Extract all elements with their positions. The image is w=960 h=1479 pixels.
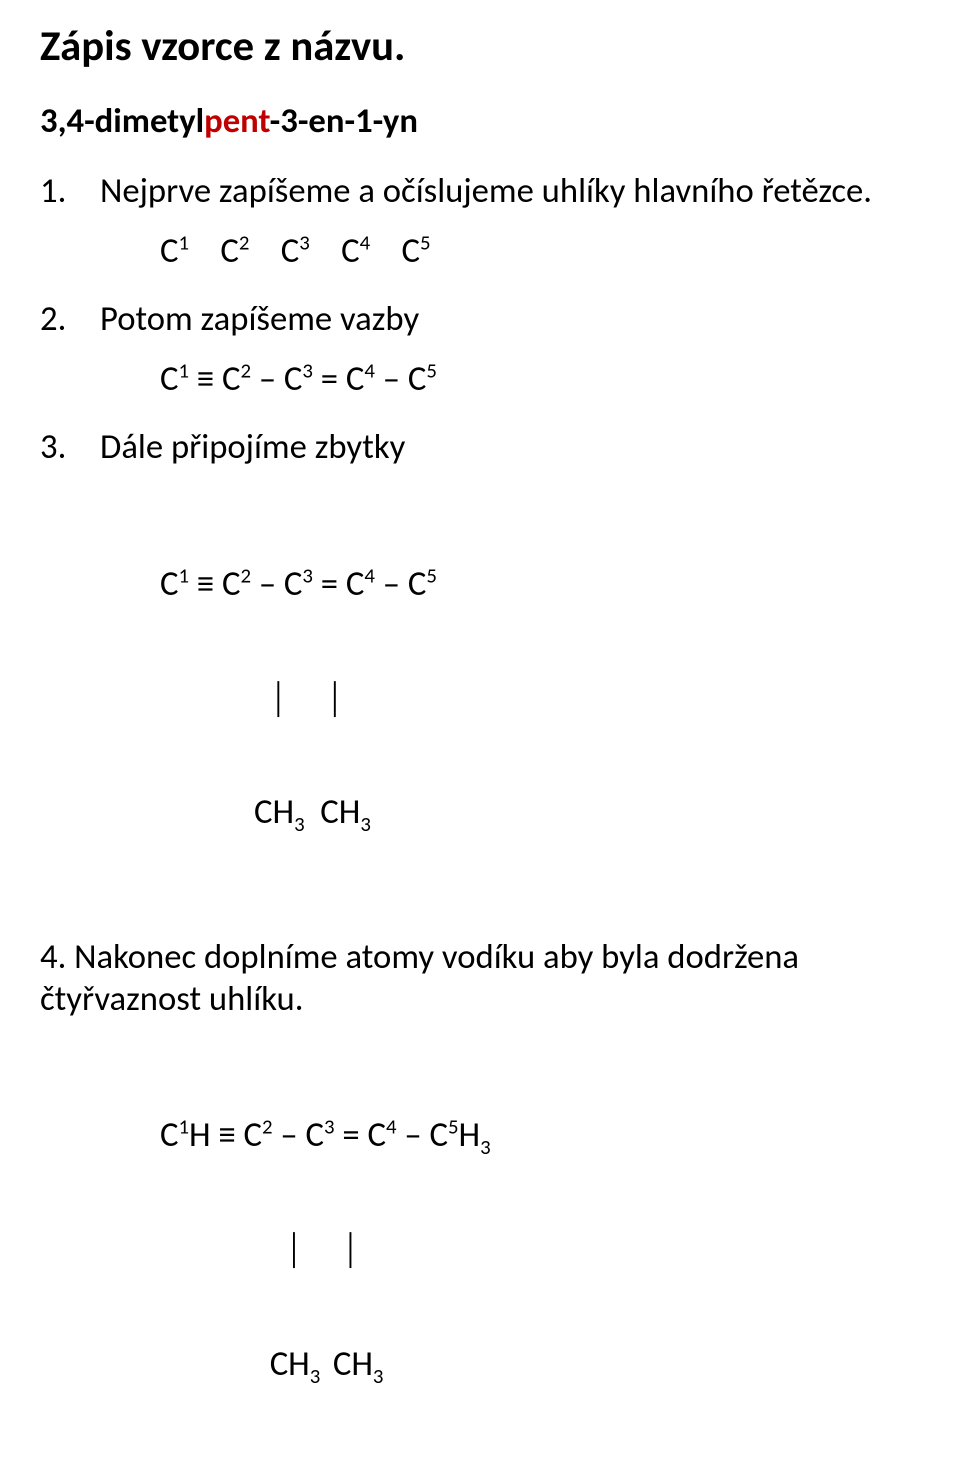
step-2-text: Potom zapíšeme vazby	[100, 298, 419, 340]
step-3-number: 3.	[40, 426, 100, 468]
step-3: 3.Dále připojíme zbytky	[40, 426, 920, 468]
page: Zápis vzorce z názvu. 3,4-dimetylpent-3-…	[0, 0, 960, 1479]
formula-4-line-2: │ │	[160, 1230, 920, 1268]
formula-4: C1H ≡ C2 – C3 = C4 – C5H3 │ │ CH3 CH3	[160, 1040, 920, 1459]
step-4: 4. Nakonec doplníme atomy vodíku aby byl…	[40, 936, 920, 1020]
formula-3: C1 ≡ C2 – C3 = C4 – C5 │ │ CH3 CH3	[160, 488, 920, 907]
name-part-2: -3-en-1-yn	[270, 100, 418, 142]
formula-3-line-1: C1 ≡ C2 – C3 = C4 – C5	[160, 565, 920, 603]
step-2: 2.Potom zapíšeme vazby	[40, 298, 920, 340]
step-1: 1.Nejprve zapíšeme a očíslujeme uhlíky h…	[40, 170, 920, 212]
step-4-number: 4.	[40, 936, 66, 978]
step-1-text: Nejprve zapíšeme a očíslujeme uhlíky hla…	[100, 170, 872, 212]
formula-3-line-2: │ │	[160, 679, 920, 717]
formula-2: C1 ≡ C2 – C3 = C4 – C5	[160, 360, 920, 398]
step-2-number: 2.	[40, 298, 100, 340]
page-title: Zápis vzorce z názvu.	[40, 20, 920, 72]
formula-3-line-3: CH3 CH3	[160, 793, 920, 831]
formula-1: C1 C2 C3 C4 C5	[160, 232, 920, 270]
name-part-1: 3,4-dimetyl	[40, 100, 204, 142]
formula-4-line-3: CH3 CH3	[160, 1345, 920, 1383]
name-part-root: pent	[204, 100, 270, 142]
step-1-number: 1.	[40, 170, 100, 212]
formula-4-line-1: C1H ≡ C2 – C3 = C4 – C5H3	[160, 1116, 920, 1154]
compound-name: 3,4-dimetylpent-3-en-1-yn	[40, 100, 920, 142]
step-4-text: Nakonec doplníme atomy vodíku aby byla d…	[40, 936, 799, 1020]
step-3-text: Dále připojíme zbytky	[100, 426, 405, 468]
